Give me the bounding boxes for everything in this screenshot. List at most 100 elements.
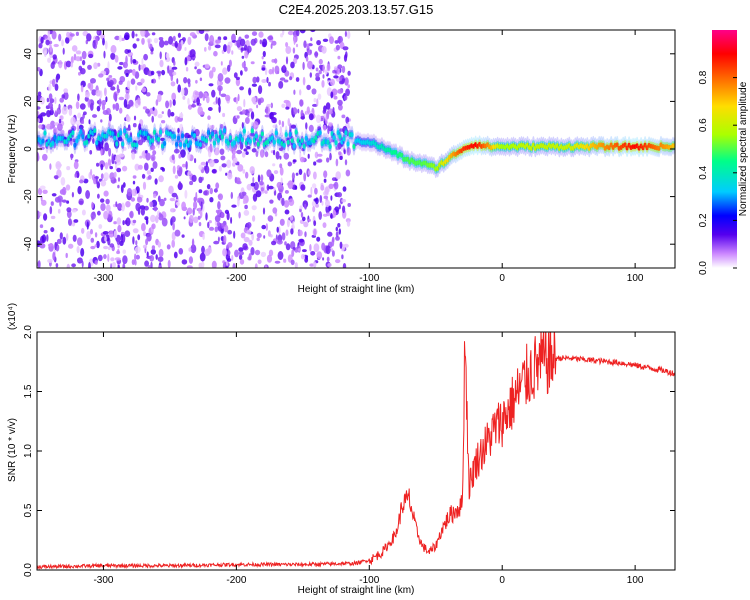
noise-speckle [299,89,302,96]
noise-speckle [299,205,303,210]
noise-speckle [237,197,240,207]
noise-speckle [323,195,329,199]
noise-speckle [87,99,91,108]
track-cell [314,135,318,141]
noise-speckle [158,37,164,41]
noise-speckle [321,242,326,251]
top-y-axis-label: Frequency (Hz) [7,115,18,184]
noise-speckle [47,243,54,247]
noise-speckle [184,57,188,66]
noise-speckle [72,138,76,143]
noise-speckle [284,241,287,246]
noise-speckle [145,108,150,114]
x-tick-label: -100 [359,273,379,284]
noise-speckle [158,248,164,258]
noise-speckle [116,167,122,173]
noise-speckle [220,124,224,129]
noise-speckle [100,119,103,123]
noise-speckle [96,162,100,167]
noise-speckle [250,182,256,187]
noise-speckle [239,259,245,265]
noise-speckle [97,62,101,67]
track-cell [208,134,213,140]
noise-speckle [125,201,131,208]
noise-speckle [108,75,113,78]
noise-speckle [285,42,289,48]
noise-speckle [270,43,273,49]
noise-speckle [331,177,337,182]
noise-speckle [187,78,191,84]
noise-speckle [241,55,245,59]
noise-speckle [68,218,72,226]
noise-speckle [307,218,311,222]
noise-speckle [130,197,136,202]
track-cell [238,133,242,139]
noise-speckle [170,111,175,117]
bottom-y-axis-label: SNR (10 * v/v) [7,418,18,482]
noise-speckle [243,236,250,243]
noise-speckle [290,61,295,69]
noise-speckle [132,175,137,179]
noise-speckle [316,40,321,46]
noise-speckle [103,190,109,197]
noise-speckle [248,239,253,246]
noise-speckle [276,226,279,233]
noise-speckle [132,236,135,245]
noise-speckle [279,167,284,176]
noise-speckle [339,155,343,160]
noise-speckle [39,185,46,190]
noise-speckle [71,209,77,213]
noise-speckle [37,91,42,97]
noise-speckle [37,67,41,72]
noise-speckle [55,75,59,83]
noise-speckle [143,53,149,61]
noise-speckle [225,94,231,102]
noise-speckle [38,42,43,49]
noise-speckle [46,234,49,242]
noise-speckle [49,206,53,215]
noise-speckle [267,35,274,41]
noise-speckle [122,165,128,172]
noise-speckle [152,150,157,156]
noise-speckle [254,263,258,268]
noise-speckle [328,205,332,211]
noise-speckle [172,71,177,76]
noise-speckle [124,93,130,100]
noise-speckle [213,50,218,57]
track-cell [292,143,296,149]
noise-speckle [92,40,96,49]
noise-speckle [245,151,249,156]
noise-speckle [145,238,149,246]
noise-speckle [238,251,244,256]
noise-speckle [337,55,341,60]
noise-speckle [194,61,200,67]
noise-speckle [289,215,294,221]
noise-speckle [300,116,306,120]
noise-speckle [256,76,260,83]
noise-speckle [173,251,178,259]
noise-speckle [220,61,223,66]
noise-speckle [96,105,101,112]
noise-speckle [198,262,203,268]
noise-speckle [312,205,316,213]
noise-speckle [133,115,137,121]
noise-speckle [315,114,322,124]
noise-speckle [135,254,140,260]
noise-speckle [217,73,224,82]
noise-speckle [103,210,109,220]
noise-speckle [304,231,307,238]
track-cell [236,137,240,143]
noise-speckle [282,30,285,36]
noise-speckle [61,186,67,196]
noise-speckle [48,102,53,109]
noise-speckle [236,106,242,112]
noise-speckle [118,96,125,101]
noise-speckle [111,262,116,268]
noise-speckle [126,115,131,123]
noise-speckle [71,191,74,198]
noise-speckle [178,153,182,159]
noise-speckle [177,127,180,134]
noise-speckle [58,59,63,69]
noise-speckle [54,110,57,116]
snr-series-line [37,332,675,570]
